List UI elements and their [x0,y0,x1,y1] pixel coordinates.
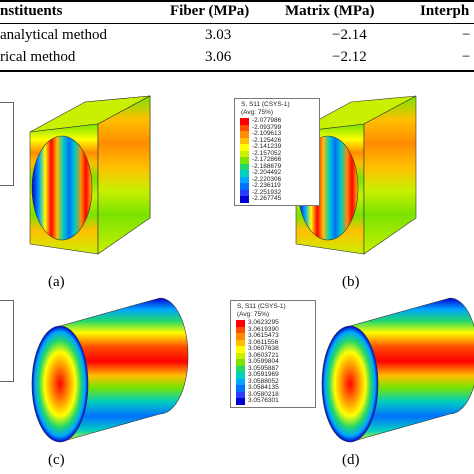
legend-b-title: S, S11 (CSYS-1) [241,101,290,108]
legend-b-value: -2.125426 [252,136,282,144]
legend-d-title: S, S11 (CSYS-1) [237,303,286,310]
legend-b-value: -2.251932 [252,188,282,196]
legend-b-value: -2.093799 [252,123,282,131]
legend-b-swatch [240,131,249,138]
fiber-a-cross-section [31,135,93,241]
panel-d-cylinder [321,297,474,443]
cylinder-d-end-face [321,325,379,443]
legend-b-swatch [240,150,249,157]
legend-b-value: -2.267745 [252,195,282,202]
legend-d-value: 3.0615473 [248,332,279,339]
row2-matrix: −2.12 [332,49,367,65]
legend-d-swatch [236,352,245,359]
legend-d-value: 3.0607638 [248,345,279,352]
caption-b: (b) [342,274,360,290]
legend-b-swatch [240,163,249,170]
legend-b-value: -2.157052 [252,149,282,157]
legend-b-swatch [240,189,249,196]
cylinder-d-body [349,297,474,443]
legend-d-value: 3.0603721 [248,351,279,359]
caption-a: (a) [48,274,65,290]
legend-b-value: -2.220306 [252,175,282,183]
table-header-rule [0,23,474,24]
stress-contour-figure: S, S11 (CSYS-1) (Avg: 75%) -2.077986 -2.0… [0,86,474,474]
legend-d-swatch [236,365,245,372]
legend-d-value: 3.0588052 [248,377,279,385]
legend-b-value: -2.141239 [252,143,282,150]
legend-d-swatch [236,320,245,327]
legend-d-swatch [236,333,245,340]
legend-d-swatch [236,339,245,346]
cylinder-c-end-face [31,325,89,443]
legend-b-value: -2.077986 [252,117,282,124]
header-constituents: nstituents [0,3,63,19]
row2-interphase: − [462,49,471,65]
legend-b-swatch [240,144,249,151]
legend-d-value: 3.0591969 [248,371,279,378]
row2-fiber: 3.06 [205,49,232,65]
legend-b-value: -2.172866 [252,156,282,163]
legend-d-swatch [236,372,245,379]
header-interphase: Interph [420,3,470,19]
legend-d-swatch [236,398,245,405]
legend-d-value: 3.0623295 [248,319,279,326]
legend-d-swatch [236,346,245,353]
legend-d-avg: (Avg: 75%) [237,311,270,318]
panel-a-cube [29,95,151,255]
legend-d: S, S11 (CSYS-1) (Avg: 75%) 3.0623295 3.06… [230,300,316,408]
legend-b-value: -2.188679 [252,162,282,170]
table-bottom-rule [0,70,474,72]
legend-d-value: 3.0584135 [248,384,279,391]
legend-d-swatch [236,326,245,333]
legend-b-swatch [240,196,249,203]
legend-b-value: -2.236119 [252,182,281,189]
row2-method: rical method [0,49,76,65]
legend-d-value: 3.0595887 [248,364,279,372]
caption-c: (c) [48,452,65,468]
legend-b-avg: (Avg: 75%) [241,109,274,116]
cube-a-right-face [97,95,151,255]
legend-b-swatch [240,157,249,164]
row1-interphase: − [462,27,471,43]
legend-b: S, S11 (CSYS-1) (Avg: 75%) -2.077986 -2.0… [234,98,320,206]
legend-b-swatch [240,124,249,131]
panel-c-cylinder [31,297,189,443]
header-matrix: Matrix (MPa) [285,3,375,19]
table-top-rule [0,0,474,2]
legend-d-value: 3.0576301 [248,397,279,404]
legend-b-value: -2.204492 [252,169,282,176]
results-table: nstituents Fiber (MPa) Matrix (MPa) Inte… [0,0,474,80]
caption-d: (d) [342,452,360,468]
legend-b-swatch [240,170,249,177]
legend-d-swatch [236,391,245,398]
legend-d-value: 3.0599804 [248,358,279,365]
legend-d-value: 3.0619390 [248,325,279,333]
legend-d-swatch [236,385,245,392]
legend-b-swatch [240,176,249,183]
legend-d-swatch [236,378,245,385]
legend-b-value: -2.109613 [252,130,282,137]
row1-matrix: −2.14 [332,27,367,43]
row1-fiber: 3.03 [205,27,232,43]
row1-method: analytical method [0,27,108,43]
header-fiber: Fiber (MPa) [170,3,250,19]
legend-b-swatch [240,118,249,125]
legend-c-fragment [0,300,14,382]
legend-b-swatch [240,137,249,144]
cylinder-c-body [59,297,189,443]
legend-d-value: 3.0611556 [248,338,279,346]
legend-b-swatch [240,183,249,190]
legend-d-swatch [236,359,245,366]
legend-a-fragment [0,102,14,186]
cube-b-right-face [363,95,417,255]
legend-d-value: 3.0580218 [248,390,279,398]
